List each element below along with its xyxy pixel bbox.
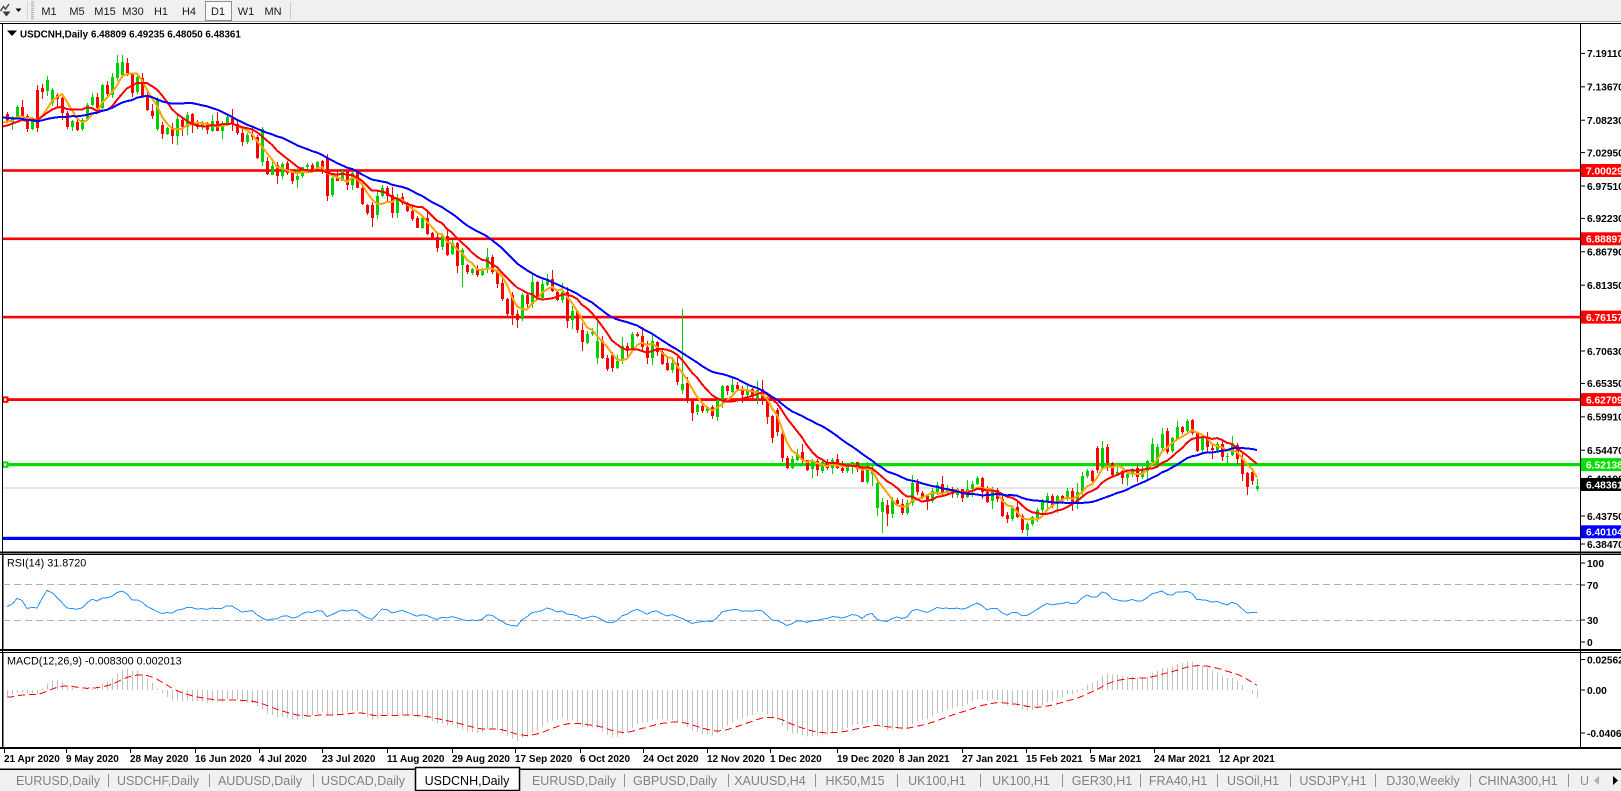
svg-text:CHINA300,H1: CHINA300,H1: [1478, 774, 1557, 788]
svg-text:6.48361: 6.48361: [1586, 480, 1621, 491]
svg-text:6.40104: 6.40104: [1586, 528, 1621, 539]
svg-text:W1: W1: [238, 6, 255, 18]
svg-text:6.81350: 6.81350: [1587, 281, 1621, 292]
svg-text:11 Aug 2020: 11 Aug 2020: [387, 754, 445, 765]
svg-text:RSI(14) 31.8720: RSI(14) 31.8720: [7, 558, 86, 570]
svg-text:0.00: 0.00: [1587, 686, 1607, 697]
svg-text:6.76157: 6.76157: [1586, 313, 1621, 324]
svg-text:GER30,H1: GER30,H1: [1072, 774, 1132, 788]
svg-text:24 Oct 2020: 24 Oct 2020: [643, 754, 699, 765]
svg-text:7.19110: 7.19110: [1587, 49, 1621, 60]
svg-text:16 Jun 2020: 16 Jun 2020: [195, 754, 252, 765]
svg-text:6.38470: 6.38470: [1587, 540, 1621, 551]
svg-text:70: 70: [1587, 581, 1599, 592]
svg-text:1 Dec 2020: 1 Dec 2020: [770, 754, 822, 765]
svg-text:USDCNH,Daily: USDCNH,Daily: [425, 774, 510, 788]
svg-text:EURUSD,Daily: EURUSD,Daily: [532, 774, 617, 788]
svg-text:6.62709: 6.62709: [1586, 395, 1621, 406]
svg-text:MN: MN: [264, 6, 281, 18]
svg-text:HK50,M15: HK50,M15: [825, 774, 884, 788]
svg-text:6.88897: 6.88897: [1586, 235, 1621, 246]
svg-text:6.92230: 6.92230: [1587, 214, 1621, 225]
svg-text:0.025623: 0.025623: [1587, 655, 1621, 666]
svg-text:FRA40,H1: FRA40,H1: [1149, 774, 1207, 788]
svg-text:6.97510: 6.97510: [1587, 182, 1621, 193]
svg-text:DJ30,Weekly: DJ30,Weekly: [1386, 774, 1460, 788]
svg-text:H1: H1: [154, 6, 168, 18]
svg-text:28 May 2020: 28 May 2020: [130, 754, 189, 765]
svg-text:6.43750: 6.43750: [1587, 512, 1621, 523]
svg-text:7.02950: 7.02950: [1587, 148, 1621, 159]
svg-text:7.13670: 7.13670: [1587, 83, 1621, 94]
svg-text:15 Feb 2021: 15 Feb 2021: [1026, 754, 1083, 765]
svg-text:UK100,H1: UK100,H1: [908, 774, 966, 788]
svg-text:U: U: [1580, 774, 1589, 788]
svg-text:6.52138: 6.52138: [1586, 460, 1621, 471]
svg-text:USOil,H1: USOil,H1: [1227, 774, 1279, 788]
svg-text:H4: H4: [182, 6, 196, 18]
svg-text:GBPUSD,Daily: GBPUSD,Daily: [633, 774, 718, 788]
svg-text:5 Mar 2021: 5 Mar 2021: [1090, 754, 1142, 765]
svg-text:USDJPY,H1: USDJPY,H1: [1299, 774, 1366, 788]
svg-text:6.86790: 6.86790: [1587, 248, 1621, 259]
svg-text:29 Aug 2020: 29 Aug 2020: [452, 754, 510, 765]
svg-text:MACD(12,26,9) -0.008300 0.0020: MACD(12,26,9) -0.008300 0.002013: [7, 656, 182, 668]
svg-text:USDCNH,Daily: USDCNH,Daily: [20, 30, 89, 41]
svg-text:6.48809 6.49235 6.48050 6.4836: 6.48809 6.49235 6.48050 6.48361: [91, 30, 241, 41]
svg-text:6.65350: 6.65350: [1587, 379, 1621, 390]
svg-text:D1: D1: [211, 6, 225, 18]
svg-text:USDCAD,Daily: USDCAD,Daily: [321, 774, 406, 788]
svg-text:30: 30: [1587, 616, 1599, 627]
svg-text:23 Jul 2020: 23 Jul 2020: [322, 754, 376, 765]
svg-text:4 Jul 2020: 4 Jul 2020: [259, 754, 307, 765]
svg-text:M15: M15: [94, 6, 115, 18]
svg-text:100: 100: [1587, 559, 1604, 570]
svg-text:21 Apr 2020: 21 Apr 2020: [4, 754, 60, 765]
svg-text:24 Mar 2021: 24 Mar 2021: [1154, 754, 1211, 765]
svg-text:EURUSD,Daily: EURUSD,Daily: [16, 774, 101, 788]
svg-text:7.08230: 7.08230: [1587, 116, 1621, 127]
svg-text:M5: M5: [69, 6, 84, 18]
svg-text:6.70630: 6.70630: [1587, 347, 1621, 358]
svg-text:0: 0: [1587, 638, 1593, 649]
svg-text:27 Jan 2021: 27 Jan 2021: [962, 754, 1019, 765]
svg-text:17 Sep 2020: 17 Sep 2020: [515, 754, 573, 765]
svg-text:12 Apr 2021: 12 Apr 2021: [1219, 754, 1275, 765]
svg-text:8 Jan 2021: 8 Jan 2021: [899, 754, 950, 765]
svg-text:UK100,H1: UK100,H1: [992, 774, 1050, 788]
svg-text:AUDUSD,Daily: AUDUSD,Daily: [218, 774, 303, 788]
svg-text:9 May 2020: 9 May 2020: [66, 754, 119, 765]
svg-text:6 Oct 2020: 6 Oct 2020: [580, 754, 630, 765]
svg-text:6.59910: 6.59910: [1587, 413, 1621, 424]
svg-text:7.00029: 7.00029: [1586, 166, 1621, 177]
svg-text:M1: M1: [41, 6, 56, 18]
svg-text:19 Dec 2020: 19 Dec 2020: [837, 754, 895, 765]
svg-text:M30: M30: [122, 6, 143, 18]
svg-text:12 Nov 2020: 12 Nov 2020: [707, 754, 765, 765]
svg-text:-0.040687: -0.040687: [1587, 729, 1621, 740]
svg-text:XAUUSD,H4: XAUUSD,H4: [734, 774, 806, 788]
svg-text:USDCHF,Daily: USDCHF,Daily: [117, 774, 200, 788]
svg-text:6.54470: 6.54470: [1587, 446, 1621, 457]
